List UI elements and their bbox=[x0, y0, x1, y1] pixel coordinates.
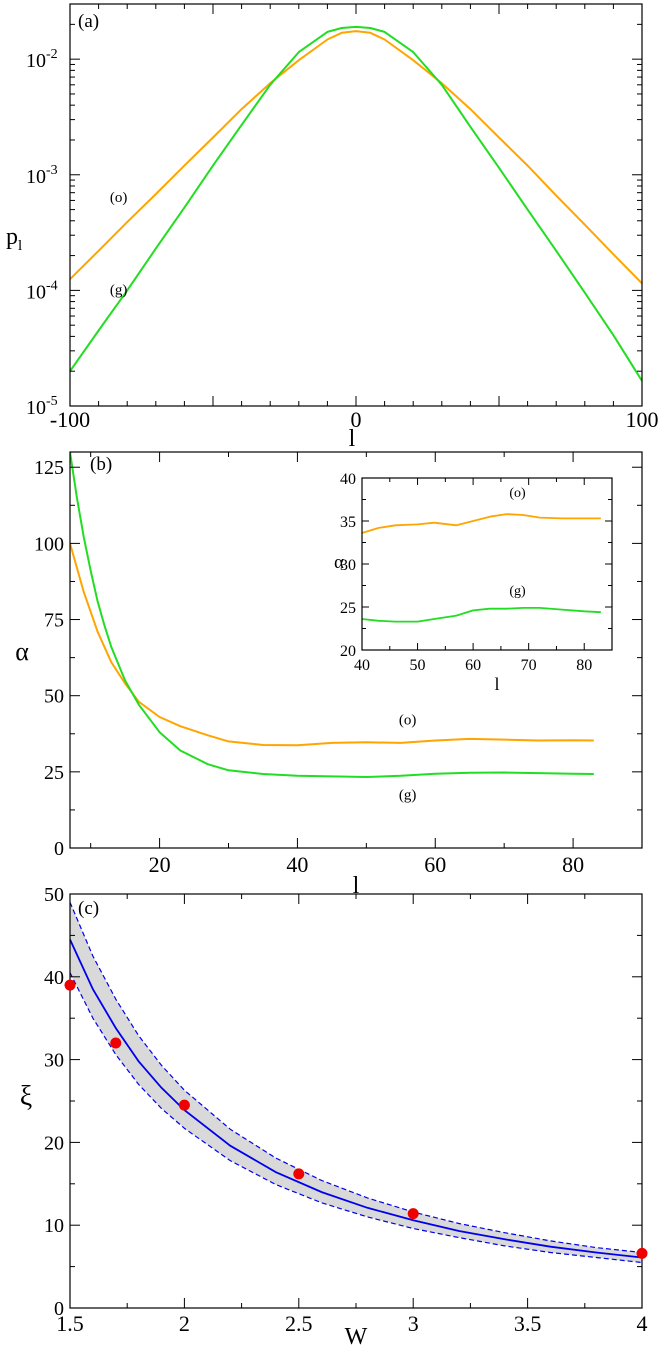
panel-c-data-point bbox=[407, 1208, 419, 1220]
panel-a-y-tick-label: 10-5 bbox=[26, 394, 58, 419]
panel-b-y-tick-label: 75 bbox=[44, 610, 64, 632]
inset-x-tick-label: 80 bbox=[576, 657, 592, 674]
panel-a-y-tick-label: 10-3 bbox=[26, 163, 58, 188]
inset-annotation: (g) bbox=[509, 584, 526, 599]
panel-b-annotation: (g) bbox=[399, 787, 417, 803]
panel-c-ylabel: ξ bbox=[20, 1081, 32, 1112]
panel-a-x-tick-label: 0 bbox=[351, 407, 362, 432]
panel-c-y-tick-label: 20 bbox=[44, 1132, 64, 1154]
inset-x-tick-label: 70 bbox=[521, 657, 537, 674]
panel-c-y-tick-label: 30 bbox=[44, 1050, 64, 1072]
panel-b-ylabel: α bbox=[15, 637, 29, 666]
panel-a-x-tick-label: -100 bbox=[50, 407, 90, 432]
panel-c-data-point bbox=[110, 1037, 122, 1049]
inset-y-tick-label: 35 bbox=[340, 514, 356, 531]
panel-a-ylabel: pl bbox=[6, 224, 22, 254]
panel-c-lower-bound-line bbox=[69, 972, 643, 1264]
panel-a-label: (a) bbox=[78, 11, 99, 32]
inset-x-tick-label: 60 bbox=[465, 657, 481, 674]
panel-b-x-tick-label: 20 bbox=[149, 852, 171, 877]
panel-a-chart: -100 0 100 10-5 10-4 10-3 10-2 (a) l pl (o) (g) bbox=[6, 3, 659, 452]
inset-series-o-line bbox=[361, 513, 601, 534]
panel-b-series-g-line bbox=[70, 452, 594, 778]
panel-c-label: (c) bbox=[78, 898, 99, 919]
panel-c-data-point bbox=[293, 1168, 305, 1180]
panel-c-data-point bbox=[178, 1099, 190, 1111]
panel-b-x-tick-label: 80 bbox=[562, 852, 584, 877]
panel-c-x-tick-label: 3 bbox=[408, 1311, 419, 1336]
inset-x-tick-label: 50 bbox=[410, 657, 426, 674]
panel-b-y-tick-label: 25 bbox=[44, 762, 64, 784]
panel-b-x-tick-label: 40 bbox=[286, 852, 308, 877]
panel-c-x-tick-label: 4 bbox=[637, 1311, 648, 1336]
panel-a-y-tick-label: 10-2 bbox=[26, 47, 58, 72]
panel-a-series-g-line bbox=[69, 25, 643, 382]
panel-c-y-tick-label: 0 bbox=[54, 1298, 64, 1320]
panel-c-x-tick-label: 2.5 bbox=[285, 1311, 313, 1336]
inset-annotation: (o) bbox=[509, 486, 526, 501]
panel-c-data-point bbox=[64, 979, 76, 991]
panel-b-label: (b) bbox=[90, 454, 112, 475]
panel-b-inset: 40 50 60 70 80 20 25 30 35 40 l α (o) (g) bbox=[334, 471, 613, 694]
panel-c-data-point bbox=[636, 1247, 648, 1259]
panel-c-x-tick-label: 2 bbox=[179, 1311, 190, 1336]
panel-b-y-tick-label: 50 bbox=[44, 686, 64, 708]
inset-y-tick-label: 30 bbox=[340, 557, 356, 574]
panel-c-y-tick-label: 40 bbox=[44, 967, 64, 989]
panel-c-xlabel: W bbox=[345, 1324, 368, 1350]
panel-b-y-tick-label: 100 bbox=[34, 533, 64, 555]
panel-b-series-o-line bbox=[70, 543, 594, 747]
inset-ylabel: α bbox=[334, 552, 344, 573]
panel-a-x-tick-label: 100 bbox=[626, 407, 659, 432]
panel-b-frame bbox=[69, 451, 643, 849]
panel-b-y-tick-label: 125 bbox=[34, 457, 64, 479]
panel-c-x-tick-label: 3.5 bbox=[514, 1311, 542, 1336]
panel-a-xlabel: l bbox=[349, 426, 356, 452]
panel-b-xlabel: l bbox=[353, 873, 360, 899]
panel-a-y-tick-label: 10-4 bbox=[26, 278, 58, 303]
panel-a-annotation: (o) bbox=[110, 190, 128, 206]
panel-c-fit-line bbox=[69, 939, 643, 1259]
panel-b-y-tick-label: 0 bbox=[54, 838, 64, 860]
panel-c-y-tick-label: 10 bbox=[44, 1215, 64, 1237]
inset-series-g-line bbox=[361, 607, 601, 623]
panel-c-x-tick-label: 1.5 bbox=[56, 1311, 84, 1336]
panel-c-y-tick-label: 50 bbox=[44, 884, 64, 906]
panel-b-x-tick-label: 60 bbox=[424, 852, 446, 877]
inset-xlabel: l bbox=[494, 674, 499, 694]
inset-y-tick-label: 40 bbox=[340, 471, 356, 488]
inset-x-tick-label: 40 bbox=[354, 657, 370, 674]
inset-y-tick-label: 20 bbox=[340, 643, 356, 660]
panel-b-annotation: (o) bbox=[399, 713, 417, 729]
inset-y-tick-label: 25 bbox=[340, 600, 356, 617]
inset-background bbox=[362, 478, 612, 650]
panel-a-series-o-line bbox=[69, 30, 643, 285]
panel-a-annotation: (g) bbox=[110, 283, 128, 299]
